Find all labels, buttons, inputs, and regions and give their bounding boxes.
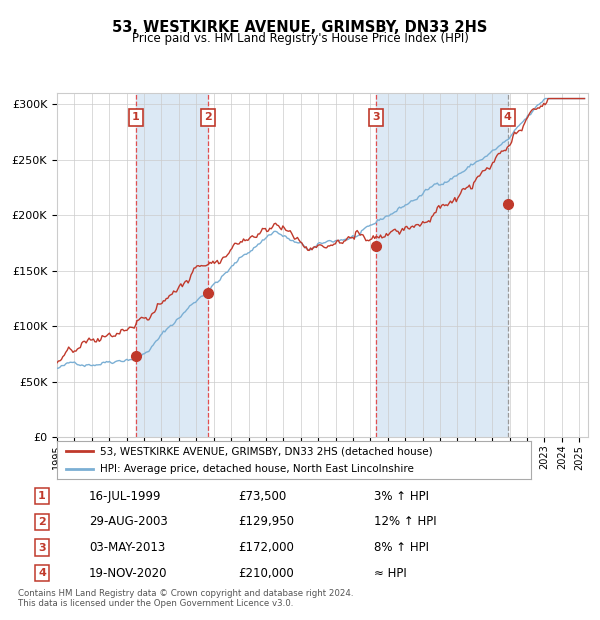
Bar bbox=[376, 93, 508, 437]
Text: £172,000: £172,000 bbox=[238, 541, 294, 554]
Text: £129,950: £129,950 bbox=[238, 515, 295, 528]
Text: 16-JUL-1999: 16-JUL-1999 bbox=[89, 490, 161, 503]
Text: 19-NOV-2020: 19-NOV-2020 bbox=[89, 567, 167, 580]
Text: Price paid vs. HM Land Registry's House Price Index (HPI): Price paid vs. HM Land Registry's House … bbox=[131, 32, 469, 45]
Text: 4: 4 bbox=[503, 112, 512, 122]
Text: 4: 4 bbox=[38, 568, 46, 578]
Bar bbox=[136, 93, 208, 437]
Text: 2: 2 bbox=[204, 112, 212, 122]
Text: 8% ↑ HPI: 8% ↑ HPI bbox=[374, 541, 428, 554]
Text: ≈ HPI: ≈ HPI bbox=[374, 567, 406, 580]
Text: 29-AUG-2003: 29-AUG-2003 bbox=[89, 515, 167, 528]
Text: Contains HM Land Registry data © Crown copyright and database right 2024.
This d: Contains HM Land Registry data © Crown c… bbox=[18, 589, 353, 608]
Text: 12% ↑ HPI: 12% ↑ HPI bbox=[374, 515, 436, 528]
Text: £73,500: £73,500 bbox=[238, 490, 287, 503]
Text: £210,000: £210,000 bbox=[238, 567, 294, 580]
Text: 53, WESTKIRKE AVENUE, GRIMSBY, DN33 2HS: 53, WESTKIRKE AVENUE, GRIMSBY, DN33 2HS bbox=[112, 20, 488, 35]
Text: HPI: Average price, detached house, North East Lincolnshire: HPI: Average price, detached house, Nort… bbox=[100, 464, 413, 474]
Text: 3% ↑ HPI: 3% ↑ HPI bbox=[374, 490, 428, 503]
Text: 1: 1 bbox=[132, 112, 140, 122]
Text: 03-MAY-2013: 03-MAY-2013 bbox=[89, 541, 165, 554]
Text: 1: 1 bbox=[38, 492, 46, 502]
Text: 53, WESTKIRKE AVENUE, GRIMSBY, DN33 2HS (detached house): 53, WESTKIRKE AVENUE, GRIMSBY, DN33 2HS … bbox=[100, 446, 432, 456]
Text: 3: 3 bbox=[38, 542, 46, 552]
Text: 2: 2 bbox=[38, 517, 46, 527]
Text: 3: 3 bbox=[373, 112, 380, 122]
